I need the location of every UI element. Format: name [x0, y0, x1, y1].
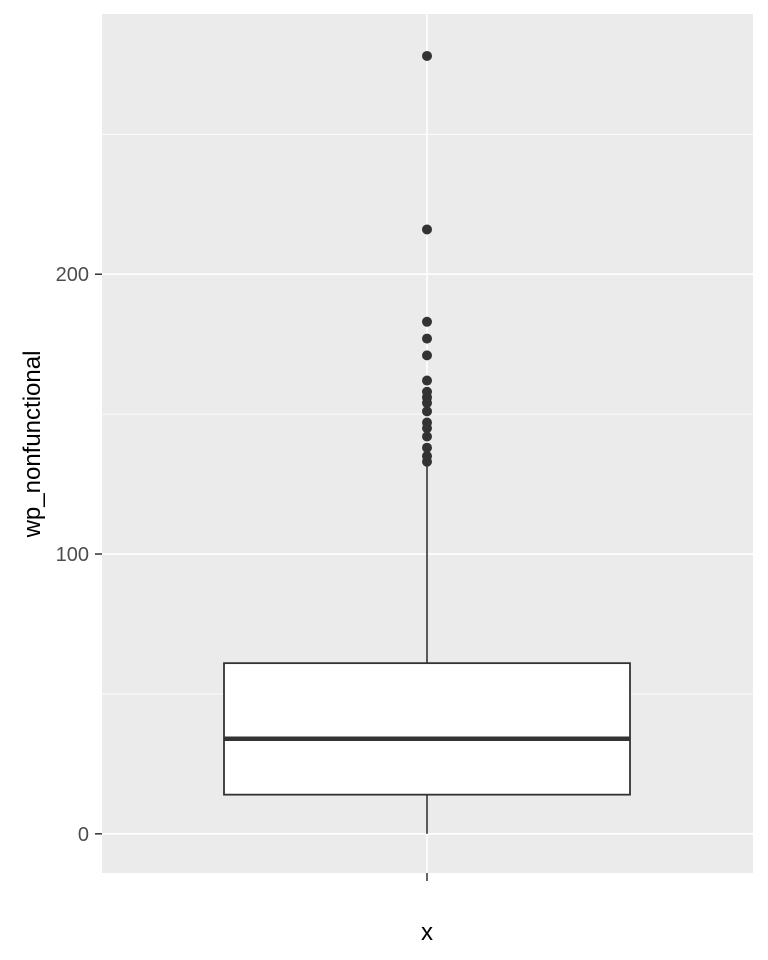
outlier-point	[422, 431, 432, 442]
outlier-point	[422, 316, 432, 327]
outlier-point	[422, 451, 432, 462]
iqr-box	[223, 662, 631, 796]
outlier-point	[422, 375, 432, 386]
outlier-point	[422, 417, 432, 428]
outlier-point	[422, 224, 432, 235]
box-series	[223, 50, 631, 834]
x-axis-title: x	[421, 919, 433, 946]
y-axis: 0 100 200	[56, 264, 102, 846]
y-tick-label-0: 0	[78, 824, 89, 846]
y-tick-label-200: 200	[56, 264, 89, 286]
outlier-point	[422, 386, 432, 397]
outlier-point	[422, 350, 432, 361]
y-axis-title: wp_nonfunctional	[19, 351, 46, 539]
outlier-point	[422, 50, 432, 61]
y-tick-label-100: 100	[56, 544, 89, 566]
outlier-point	[422, 442, 432, 453]
outlier-point	[422, 333, 432, 344]
outlier-point	[422, 406, 432, 417]
